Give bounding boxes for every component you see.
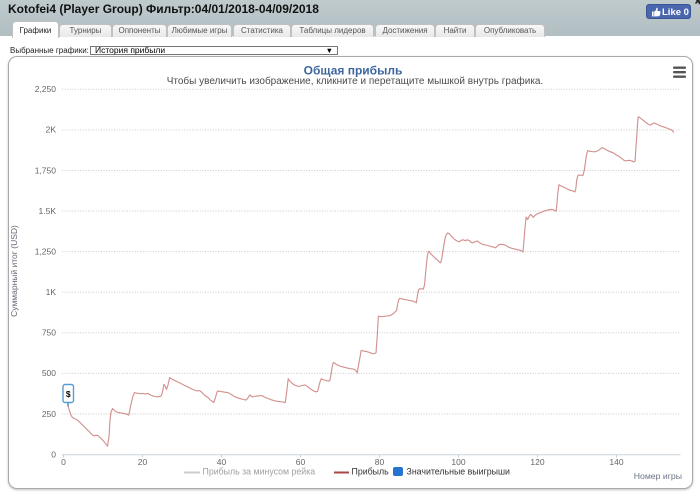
svg-text:0: 0 bbox=[61, 457, 66, 467]
svg-text:Суммарный итог (USD): Суммарный итог (USD) bbox=[9, 225, 19, 317]
svg-text:Значительные выигрыши: Значительные выигрыши bbox=[407, 467, 511, 477]
svg-text:1,750: 1,750 bbox=[35, 165, 57, 175]
svg-text:140: 140 bbox=[609, 457, 623, 467]
svg-text:250: 250 bbox=[42, 409, 56, 419]
svg-text:1K: 1K bbox=[46, 287, 57, 297]
svg-text:80: 80 bbox=[375, 457, 385, 467]
svg-text:1,250: 1,250 bbox=[35, 246, 57, 256]
svg-text:2K: 2K bbox=[46, 125, 57, 135]
svg-text:100: 100 bbox=[451, 457, 465, 467]
svg-text:1.5K: 1.5K bbox=[39, 206, 57, 216]
svg-text:750: 750 bbox=[42, 328, 56, 338]
svg-text:0: 0 bbox=[51, 449, 56, 459]
svg-text:Номер игры: Номер игры bbox=[634, 471, 682, 481]
svg-text:Прибыль за минусом рейка: Прибыль за минусом рейка bbox=[203, 467, 316, 477]
svg-text:Чтобы увеличить изображение, к: Чтобы увеличить изображение, кликните и … bbox=[167, 75, 544, 87]
svg-text:$: $ bbox=[66, 389, 71, 399]
svg-text:Общая прибыль: Общая прибыль bbox=[304, 63, 403, 77]
svg-text:2,250: 2,250 bbox=[35, 84, 57, 94]
svg-text:60: 60 bbox=[296, 457, 306, 467]
svg-text:20: 20 bbox=[138, 457, 148, 467]
svg-text:500: 500 bbox=[42, 368, 56, 378]
svg-text:40: 40 bbox=[217, 457, 227, 467]
svg-text:Прибыль: Прибыль bbox=[352, 467, 390, 477]
svg-text:120: 120 bbox=[530, 457, 544, 467]
